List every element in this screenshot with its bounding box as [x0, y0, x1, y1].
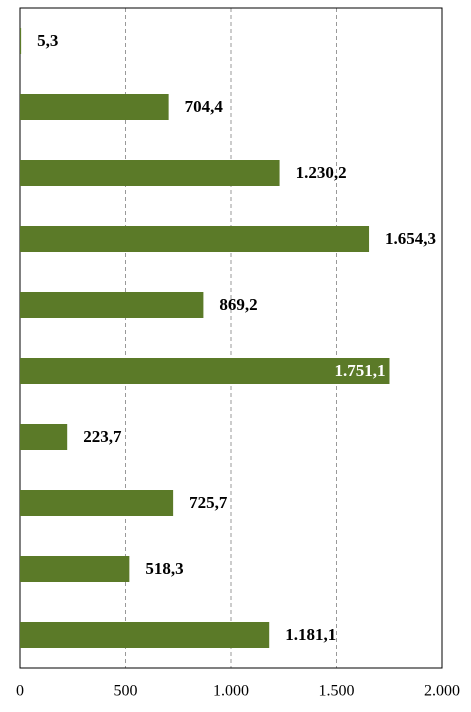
- bar: [20, 622, 270, 648]
- bar: [20, 292, 204, 318]
- x-tick-label: 0: [16, 683, 24, 700]
- bar: [20, 556, 130, 582]
- value-label: 5,3: [37, 31, 58, 50]
- x-tick-label: 1.000: [213, 683, 249, 700]
- value-label: 725,7: [189, 493, 228, 512]
- value-label: 869,2: [219, 295, 257, 314]
- bar: [20, 94, 169, 120]
- bar: [20, 226, 370, 252]
- x-tick-label: 500: [114, 683, 138, 700]
- value-label: 223,7: [83, 427, 122, 446]
- value-label: 1.181,1: [285, 625, 336, 644]
- bar: [20, 424, 68, 450]
- plot-frame: [19, 7, 443, 669]
- bar: [20, 490, 174, 516]
- value-label: 1.751,1: [334, 361, 385, 380]
- bar: [20, 28, 22, 54]
- bar: [20, 358, 390, 384]
- value-label: 1.654,3: [385, 229, 436, 248]
- bar: [20, 160, 280, 186]
- x-tick-label: 1.500: [319, 683, 355, 700]
- value-label: 1.230,2: [296, 163, 347, 182]
- value-label: 704,4: [185, 97, 224, 116]
- value-label: 518,3: [145, 559, 183, 578]
- x-tick-label: 2.000: [424, 683, 460, 700]
